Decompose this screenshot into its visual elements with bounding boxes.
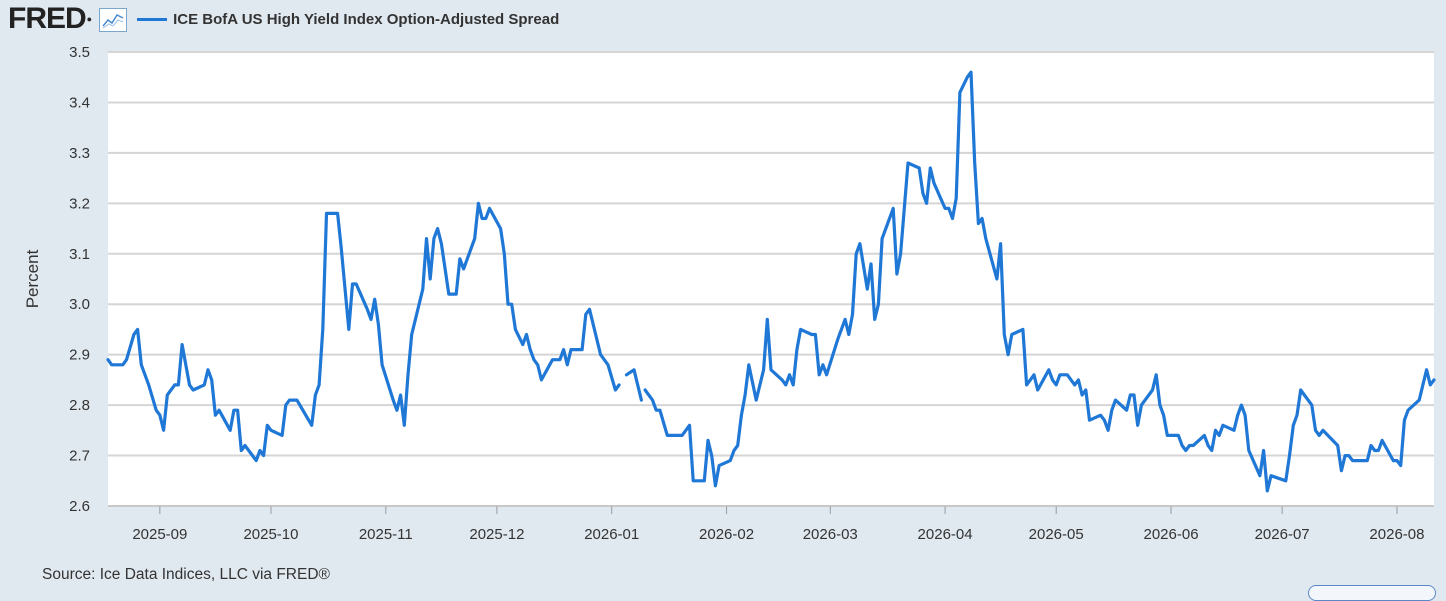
- y-tick-label: 3.2: [69, 195, 90, 212]
- legend: ICE BofA US High Yield Index Option-Adju…: [137, 11, 559, 28]
- x-tick-label: 2025-09: [132, 526, 187, 543]
- y-axis-label: Percent: [23, 249, 42, 308]
- legend-swatch: [137, 17, 168, 21]
- line-chart-icon[interactable]: [99, 8, 128, 32]
- registered-mark-icon: ●: [86, 14, 93, 24]
- legend-label[interactable]: ICE BofA US High Yield Index Option-Adju…: [173, 10, 560, 28]
- series-line-segment[interactable]: [643, 70, 1436, 493]
- y-tick-label: 3.1: [69, 246, 90, 263]
- y-tick-label: 3.4: [69, 94, 90, 111]
- line-chart-icon-graphic: [102, 14, 124, 29]
- x-tick-label: 2025-11: [359, 526, 413, 543]
- y-tick-label: 2.9: [69, 347, 90, 364]
- x-tick-label: 2026-04: [918, 526, 973, 543]
- corner-button[interactable]: [1308, 585, 1436, 601]
- x-tick-label: 2026-05: [1029, 526, 1084, 543]
- series-line-segment[interactable]: [106, 201, 621, 463]
- chart-header: FRED● ICE BofA US High Yield Index Optio…: [8, 4, 559, 34]
- y-tick-label: 2.8: [69, 397, 90, 414]
- y-tick-label: 3.3: [69, 145, 90, 162]
- y-tick-label: 3.0: [69, 296, 90, 313]
- fred-logo-text: FRED: [8, 2, 87, 35]
- x-tick-label: 2026-08: [1369, 526, 1424, 543]
- x-tick-label: 2026-01: [584, 526, 639, 543]
- plot-background: [108, 52, 1434, 506]
- series-line-segment[interactable]: [624, 368, 643, 402]
- x-tick-label: 2025-10: [243, 526, 298, 543]
- x-tick-label: 2026-03: [803, 526, 858, 543]
- line-chart[interactable]: 2.6 2.7 2.8 2.9 3.0 3.1 3.2 3.3 3.4 3.5 2025-09 202…: [0, 36, 1446, 551]
- x-tick-label: 2025-12: [469, 526, 524, 543]
- chart-area: 2.6 2.7 2.8 2.9 3.0 3.1 3.2 3.3 3.4 3.5 2025-09 202…: [0, 36, 1446, 551]
- x-tick-label: 2026-06: [1143, 526, 1198, 543]
- x-tick-label: 2026-07: [1255, 526, 1310, 543]
- y-tick-label: 3.5: [69, 44, 90, 61]
- source-text: Source: Ice Data Indices, LLC via FRED®: [42, 566, 330, 583]
- fred-logo[interactable]: FRED●: [8, 2, 93, 35]
- x-tick-label: 2026-02: [699, 526, 754, 543]
- y-tick-label: 2.7: [69, 448, 90, 465]
- y-tick-label: 2.6: [69, 498, 90, 515]
